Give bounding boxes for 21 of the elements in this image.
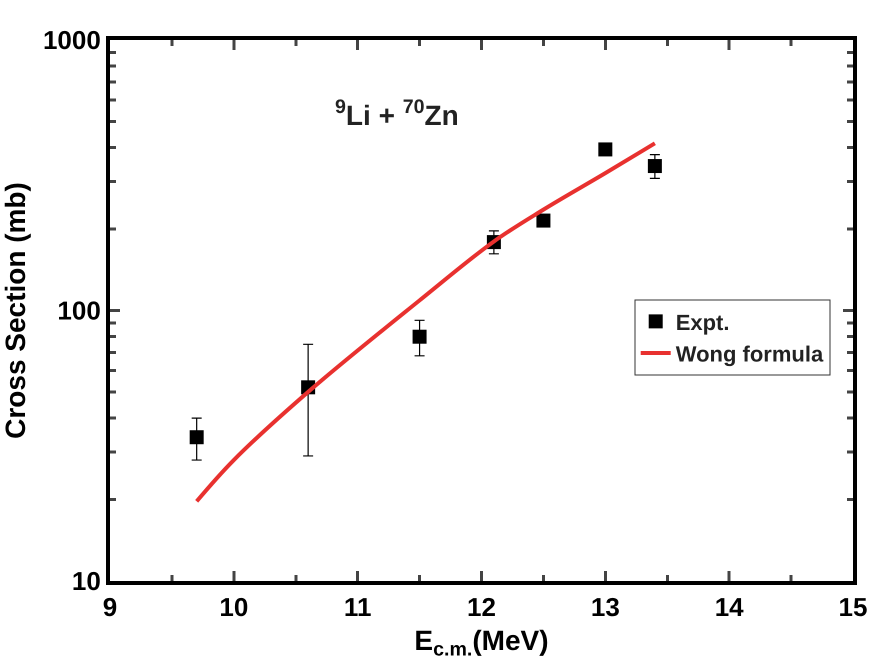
- legend-label: Expt.: [676, 310, 730, 335]
- point: [648, 159, 662, 174]
- x-tick-label: 15: [838, 592, 868, 622]
- point: [412, 330, 427, 344]
- x-axis-title: E$_{c.m.}$(MeV): [414, 624, 549, 661]
- y-axis-title: Cross Section (mb): [0, 182, 32, 439]
- y-tick-label: 1000: [42, 25, 101, 56]
- line-series: [194, 141, 657, 504]
- y-tick-label: 100: [57, 296, 101, 326]
- point: [190, 430, 204, 444]
- x-tick-label: 12: [467, 592, 496, 622]
- annotation: $^{9}$Li + $^{70}$Zn: [335, 96, 459, 131]
- legend-label: Wong formula: [676, 342, 824, 367]
- x-tick-label: 9: [102, 592, 118, 622]
- x-tick-label: 14: [714, 592, 744, 622]
- x-tick-label: 11: [344, 592, 372, 622]
- point: [598, 142, 612, 156]
- x-tick-label: 13: [590, 592, 620, 622]
- x-tick-label: 10: [219, 592, 248, 622]
- point: [536, 214, 550, 228]
- y-tick-label: 10: [72, 566, 101, 596]
